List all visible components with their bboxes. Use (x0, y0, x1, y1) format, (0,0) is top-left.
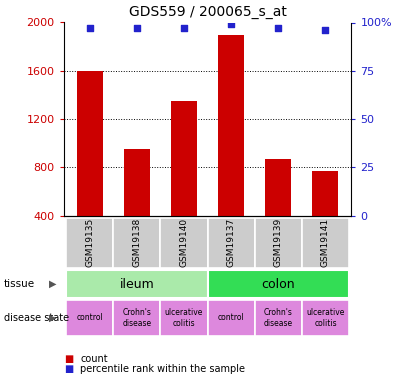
Bar (113, 217, 160, 268)
Text: count: count (80, 354, 108, 364)
Bar (208, 300, 255, 336)
Bar (218, 34, 244, 216)
Text: GSM19140: GSM19140 (180, 218, 189, 267)
Text: control: control (218, 314, 245, 322)
Bar (66, 217, 113, 268)
Text: ulcerative
colitis: ulcerative colitis (306, 308, 345, 327)
Bar (171, 101, 197, 216)
Bar (302, 300, 349, 336)
Text: ■: ■ (64, 354, 73, 364)
Bar (66, 270, 208, 298)
Text: control: control (76, 314, 103, 322)
Text: GSM19135: GSM19135 (85, 218, 94, 267)
Bar (77, 71, 103, 216)
Bar (160, 300, 208, 336)
Text: Crohn's
disease: Crohn's disease (122, 308, 151, 327)
Bar (124, 149, 150, 216)
Text: percentile rank within the sample: percentile rank within the sample (80, 364, 245, 374)
Text: ileum: ileum (120, 278, 154, 291)
Point (134, 25, 140, 31)
Text: colon: colon (261, 278, 295, 291)
Text: GSM19141: GSM19141 (321, 218, 330, 267)
Bar (312, 171, 338, 216)
Text: disease state: disease state (4, 313, 69, 323)
Text: ■: ■ (64, 364, 73, 374)
Text: ▶: ▶ (48, 313, 56, 323)
Bar (255, 217, 302, 268)
Bar (66, 300, 113, 336)
Point (181, 25, 187, 31)
Bar (160, 217, 208, 268)
Text: ▶: ▶ (48, 279, 56, 289)
Bar (302, 217, 349, 268)
Point (86, 25, 93, 31)
Text: GSM19139: GSM19139 (274, 218, 283, 267)
Bar (255, 300, 302, 336)
Text: GSM19138: GSM19138 (132, 218, 141, 267)
Title: GDS559 / 200065_s_at: GDS559 / 200065_s_at (129, 5, 286, 19)
Point (228, 21, 234, 27)
Bar (208, 217, 255, 268)
Text: Crohn's
disease: Crohn's disease (264, 308, 293, 327)
Bar (113, 300, 160, 336)
Point (322, 27, 329, 33)
Text: ulcerative
colitis: ulcerative colitis (165, 308, 203, 327)
Text: tissue: tissue (4, 279, 35, 289)
Text: GSM19137: GSM19137 (226, 218, 236, 267)
Point (275, 25, 282, 31)
Bar (266, 159, 291, 216)
Bar (208, 270, 349, 298)
